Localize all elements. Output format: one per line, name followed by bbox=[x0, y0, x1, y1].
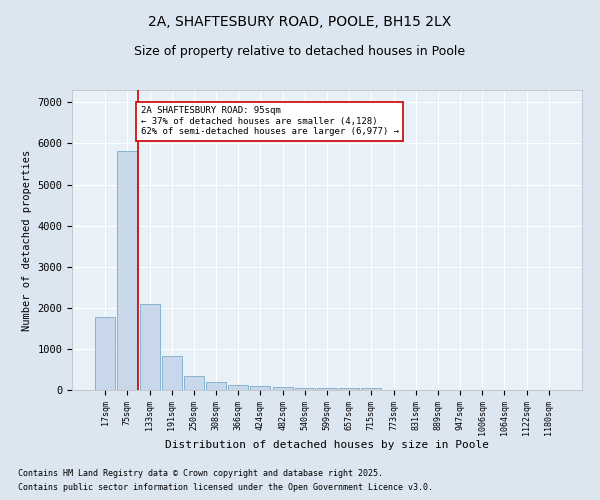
Bar bbox=[184, 376, 204, 390]
Text: 2A SHAFTESBURY ROAD: 95sqm
← 37% of detached houses are smaller (4,128)
62% of s: 2A SHAFTESBURY ROAD: 95sqm ← 37% of deta… bbox=[140, 106, 398, 136]
X-axis label: Distribution of detached houses by size in Poole: Distribution of detached houses by size … bbox=[165, 440, 489, 450]
Bar bbox=[250, 386, 271, 390]
Bar bbox=[206, 382, 226, 390]
Text: Contains public sector information licensed under the Open Government Licence v3: Contains public sector information licen… bbox=[18, 484, 433, 492]
Bar bbox=[118, 151, 137, 390]
Text: Contains HM Land Registry data © Crown copyright and database right 2025.: Contains HM Land Registry data © Crown c… bbox=[18, 468, 383, 477]
Text: 2A, SHAFTESBURY ROAD, POOLE, BH15 2LX: 2A, SHAFTESBURY ROAD, POOLE, BH15 2LX bbox=[148, 15, 452, 29]
Bar bbox=[339, 388, 359, 390]
Bar bbox=[295, 388, 315, 390]
Bar bbox=[95, 317, 115, 390]
Bar bbox=[162, 356, 182, 390]
Bar bbox=[272, 387, 293, 390]
Y-axis label: Number of detached properties: Number of detached properties bbox=[22, 150, 32, 330]
Bar bbox=[228, 384, 248, 390]
Bar bbox=[317, 388, 337, 390]
Bar bbox=[361, 388, 382, 390]
Text: Size of property relative to detached houses in Poole: Size of property relative to detached ho… bbox=[134, 45, 466, 58]
Bar bbox=[140, 304, 160, 390]
